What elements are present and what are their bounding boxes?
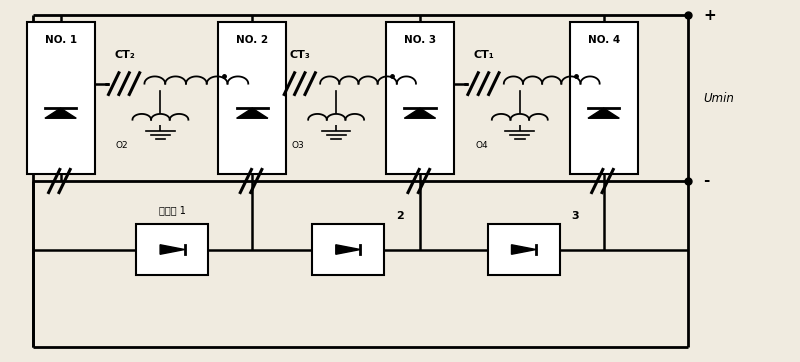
Polygon shape — [404, 108, 436, 118]
Bar — [218, 22, 286, 174]
Bar — [488, 224, 560, 275]
Polygon shape — [45, 108, 76, 118]
Text: NO. 3: NO. 3 — [404, 35, 436, 45]
Text: -: - — [703, 173, 710, 189]
Text: CT₃: CT₃ — [290, 50, 310, 60]
Text: O4: O4 — [475, 140, 488, 150]
Polygon shape — [588, 108, 619, 118]
Text: CT₂: CT₂ — [114, 50, 135, 60]
Bar — [26, 22, 94, 174]
Text: NO. 1: NO. 1 — [45, 35, 77, 45]
Text: 3: 3 — [572, 211, 579, 221]
Text: 2: 2 — [396, 211, 404, 221]
Text: 辅助桡 1: 辅助桡 1 — [159, 205, 186, 215]
Text: NO. 4: NO. 4 — [587, 35, 620, 45]
Polygon shape — [511, 245, 536, 254]
Polygon shape — [336, 245, 360, 254]
Bar — [386, 22, 454, 174]
Text: CT₁: CT₁ — [474, 50, 494, 60]
Text: O2: O2 — [116, 140, 129, 150]
Bar — [137, 224, 208, 275]
Text: NO. 2: NO. 2 — [236, 35, 268, 45]
Text: +: + — [703, 8, 716, 22]
Polygon shape — [160, 245, 185, 254]
Text: Umin: Umin — [703, 92, 734, 105]
Text: O3: O3 — [291, 140, 304, 150]
Polygon shape — [237, 108, 268, 118]
Bar — [312, 224, 384, 275]
Bar — [570, 22, 638, 174]
